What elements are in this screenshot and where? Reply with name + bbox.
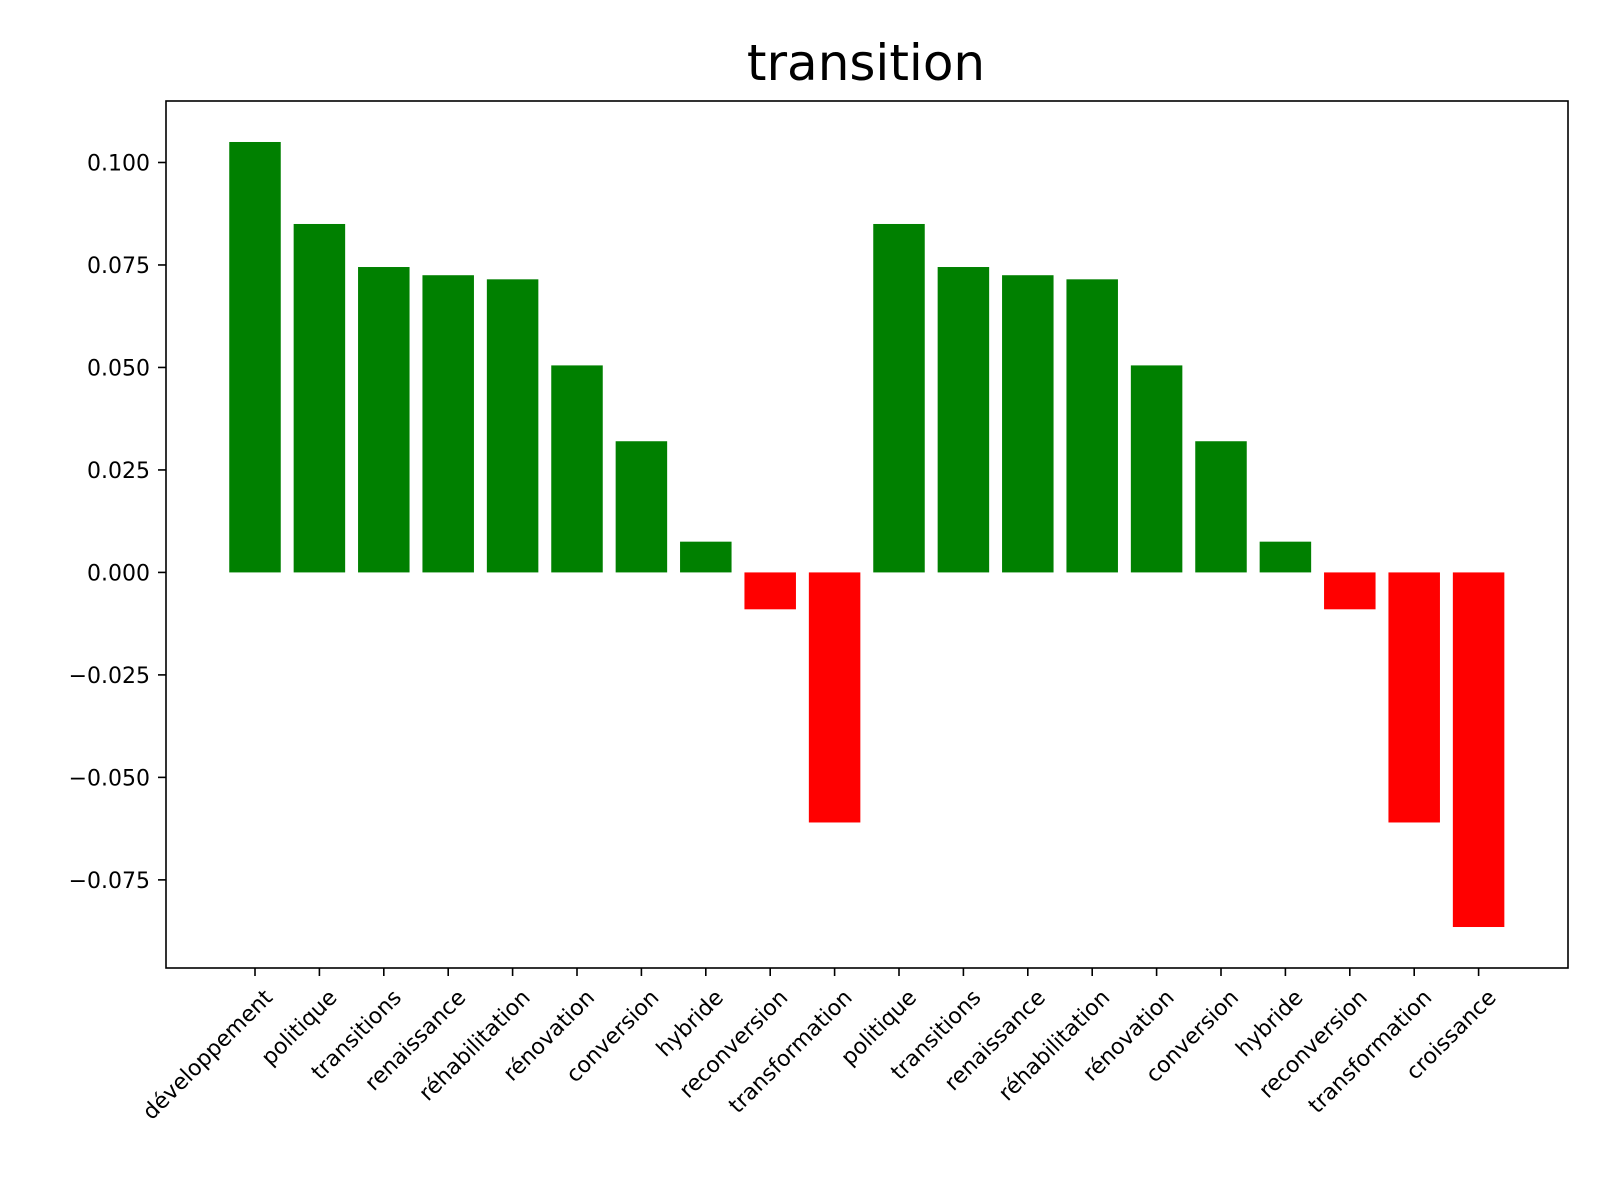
bar-1 <box>229 141 281 573</box>
bar-17 <box>1259 541 1312 573</box>
bar-4 <box>422 275 474 573</box>
bars-layer <box>229 141 1505 928</box>
x-axis: développementpolitiquetransitionsrenaiss… <box>138 968 1502 1125</box>
y-tick-label: 0.075 <box>87 254 150 279</box>
bar-8 <box>680 541 732 573</box>
bar-7 <box>615 441 668 573</box>
y-tick-label: 0.100 <box>87 151 150 176</box>
y-tick-label: −0.050 <box>69 766 150 791</box>
bar-11 <box>873 223 925 573</box>
bar-14 <box>1066 279 1118 573</box>
bar-3 <box>358 267 410 573</box>
x-tick-label: réhabilitation <box>415 985 536 1106</box>
x-tick-label: développement <box>138 985 278 1125</box>
bar-18 <box>1324 572 1376 610</box>
bar-2 <box>293 223 346 573</box>
bar-10 <box>808 572 861 823</box>
y-tick-label: 0.000 <box>87 561 150 586</box>
bar-13 <box>1002 275 1054 573</box>
y-tick-label: 0.025 <box>87 459 150 484</box>
bar-19 <box>1388 572 1440 823</box>
bar-15 <box>1130 365 1183 573</box>
x-tick-label: réhabilitation <box>994 985 1115 1106</box>
y-tick-label: −0.075 <box>69 869 150 894</box>
bar-20 <box>1452 572 1505 928</box>
y-tick-label: −0.025 <box>69 664 150 689</box>
bar-6 <box>551 365 603 573</box>
bar-9 <box>744 572 796 610</box>
bar-12 <box>937 267 990 573</box>
y-axis: 0.100 0.075 0.050 0.025 0.000 −0.025 −0.050 −0.… <box>69 151 166 894</box>
bar-16 <box>1195 441 1247 573</box>
bar-5 <box>486 279 539 573</box>
plot-frame <box>165 100 1569 969</box>
chart-title: transition <box>747 34 985 92</box>
y-tick-label: 0.050 <box>87 356 150 381</box>
